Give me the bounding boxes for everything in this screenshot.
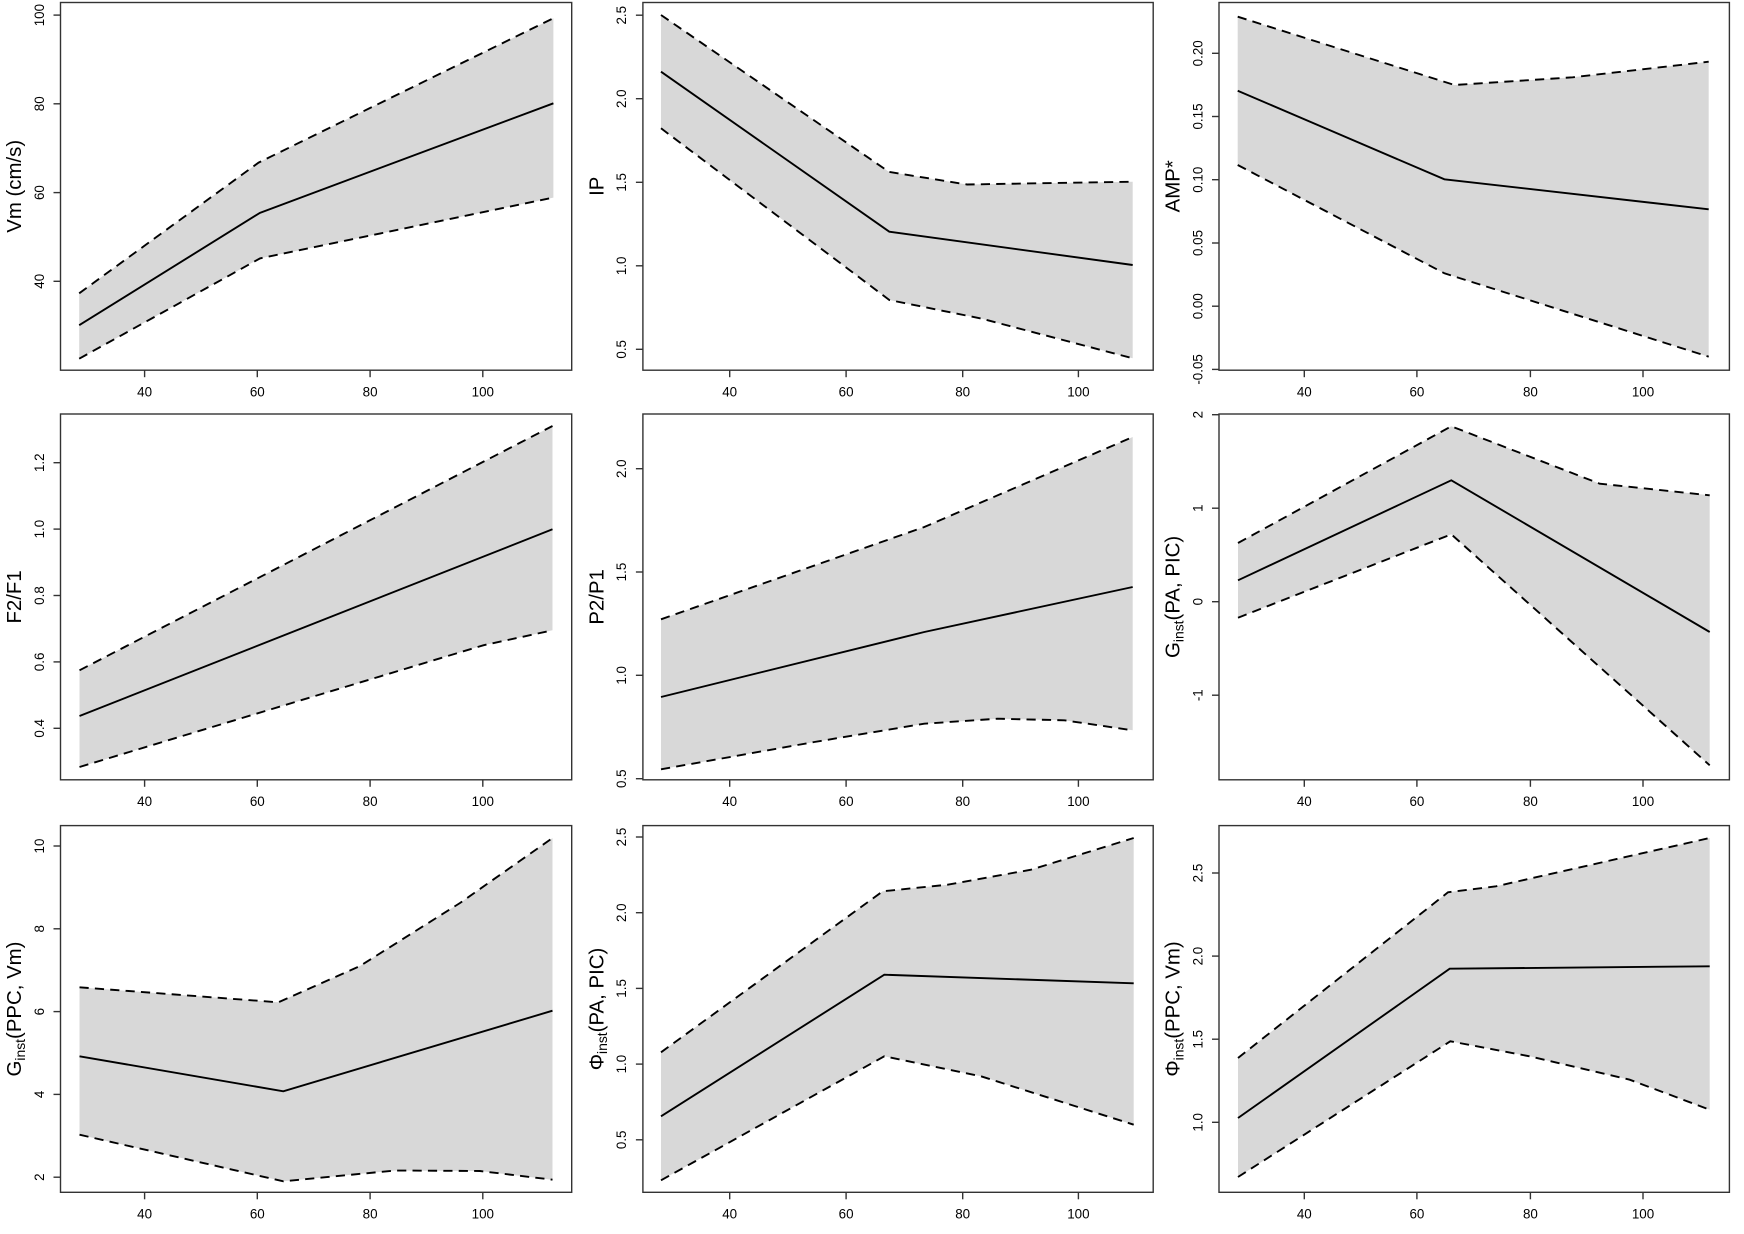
svg-text:2.5: 2.5	[1190, 864, 1205, 883]
svg-text:100: 100	[1067, 794, 1089, 809]
svg-text:80: 80	[955, 385, 970, 400]
svg-text:0.05: 0.05	[1190, 230, 1205, 256]
svg-text:100: 100	[472, 794, 494, 809]
svg-text:1.5: 1.5	[614, 979, 629, 998]
svg-text:IP: IP	[586, 177, 608, 196]
svg-text:100: 100	[1632, 1207, 1654, 1222]
svg-text:-0.05: -0.05	[1190, 354, 1205, 385]
svg-text:1.5: 1.5	[1190, 1030, 1205, 1049]
svg-text:2: 2	[32, 1173, 47, 1180]
svg-text:Vm (cm/s): Vm (cm/s)	[4, 140, 26, 233]
svg-text:1.0: 1.0	[1190, 1113, 1205, 1132]
svg-text:AMP*: AMP*	[1163, 160, 1185, 212]
svg-text:40: 40	[1297, 794, 1312, 809]
svg-text:0.10: 0.10	[1190, 167, 1205, 193]
svg-text:0.5: 0.5	[614, 769, 629, 788]
svg-text:40: 40	[722, 794, 737, 809]
svg-text:2.0: 2.0	[614, 903, 629, 922]
svg-text:0.8: 0.8	[32, 586, 47, 605]
svg-text:100: 100	[1067, 385, 1089, 400]
svg-text:0.00: 0.00	[1190, 293, 1205, 319]
svg-text:1.5: 1.5	[614, 173, 629, 192]
svg-text:2.0: 2.0	[1190, 947, 1205, 966]
svg-text:80: 80	[1523, 794, 1538, 809]
svg-text:1.5: 1.5	[614, 563, 629, 582]
svg-text:P2/P1: P2/P1	[586, 569, 608, 625]
svg-text:1.0: 1.0	[614, 666, 629, 685]
svg-text:60: 60	[1409, 1207, 1424, 1222]
svg-text:2.0: 2.0	[614, 459, 629, 478]
svg-text:100: 100	[32, 4, 47, 26]
svg-text:80: 80	[955, 1207, 970, 1222]
svg-text:80: 80	[363, 385, 378, 400]
svg-text:60: 60	[250, 794, 265, 809]
svg-text:0.6: 0.6	[32, 653, 47, 672]
svg-text:F2/F1: F2/F1	[4, 570, 26, 623]
svg-text:0.5: 0.5	[614, 340, 629, 359]
svg-text:0.20: 0.20	[1190, 40, 1205, 66]
svg-text:40: 40	[1297, 385, 1312, 400]
svg-text:2.5: 2.5	[614, 6, 629, 25]
svg-text:60: 60	[1409, 794, 1424, 809]
svg-text:60: 60	[839, 1207, 854, 1222]
svg-text:80: 80	[955, 794, 970, 809]
svg-text:80: 80	[1523, 385, 1538, 400]
svg-text:100: 100	[472, 1207, 494, 1222]
svg-text:60: 60	[839, 794, 854, 809]
svg-text:6: 6	[32, 1008, 47, 1015]
svg-text:80: 80	[1523, 1207, 1538, 1222]
svg-text:100: 100	[1632, 794, 1654, 809]
svg-text:8: 8	[32, 925, 47, 932]
svg-text:40: 40	[137, 1207, 152, 1222]
svg-text:60: 60	[250, 385, 265, 400]
svg-text:1.0: 1.0	[614, 1055, 629, 1074]
svg-text:60: 60	[32, 185, 47, 200]
svg-text:0.5: 0.5	[614, 1130, 629, 1149]
svg-text:1.2: 1.2	[32, 453, 47, 472]
svg-text:40: 40	[1297, 1207, 1312, 1222]
svg-text:60: 60	[839, 385, 854, 400]
svg-text:100: 100	[1067, 1207, 1089, 1222]
svg-text:40: 40	[722, 385, 737, 400]
svg-text:100: 100	[472, 385, 494, 400]
svg-text:0: 0	[1190, 598, 1205, 605]
svg-text:0.15: 0.15	[1190, 103, 1205, 129]
svg-text:-1: -1	[1190, 689, 1205, 701]
svg-text:100: 100	[1632, 385, 1654, 400]
svg-text:40: 40	[137, 385, 152, 400]
svg-text:80: 80	[32, 96, 47, 111]
svg-text:60: 60	[1409, 385, 1424, 400]
svg-text:4: 4	[32, 1090, 47, 1098]
svg-text:1.0: 1.0	[32, 520, 47, 539]
svg-text:2: 2	[1190, 411, 1205, 418]
svg-text:60: 60	[250, 1207, 265, 1222]
svg-text:1: 1	[1190, 504, 1205, 511]
svg-text:10: 10	[32, 839, 47, 854]
svg-text:40: 40	[137, 794, 152, 809]
svg-text:40: 40	[722, 1207, 737, 1222]
svg-text:80: 80	[363, 794, 378, 809]
svg-text:2.5: 2.5	[614, 828, 629, 847]
svg-text:1.0: 1.0	[614, 256, 629, 275]
svg-text:80: 80	[363, 1207, 378, 1222]
svg-text:0.4: 0.4	[32, 718, 47, 737]
svg-text:2.0: 2.0	[614, 89, 629, 108]
svg-text:40: 40	[32, 274, 47, 289]
